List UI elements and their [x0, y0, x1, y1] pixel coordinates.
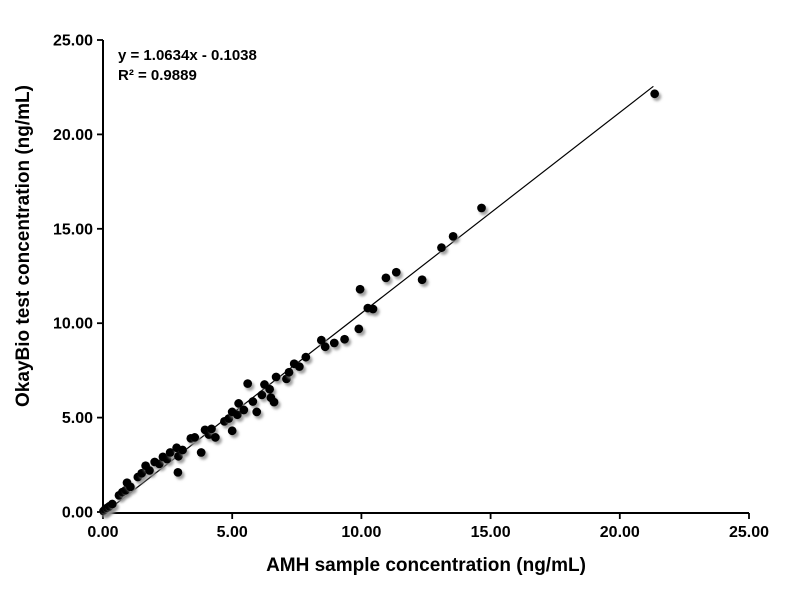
y-tick-label: 25.00 [53, 33, 93, 50]
y-tick-label: 15.00 [53, 221, 93, 238]
scatter-point [145, 466, 154, 475]
scatter-point [284, 367, 294, 377]
scatter-point [381, 273, 391, 283]
scatter-point [232, 410, 242, 420]
scatter-point [190, 433, 200, 442]
y-tick-label: 0.00 [62, 505, 93, 522]
x-axis-ticks: 0.00 5.00 10.00 15.00 20.00 25.00 [87, 513, 769, 541]
scatter-point [294, 362, 304, 372]
scatter-points [99, 89, 660, 516]
axes [102, 40, 749, 514]
scatter-point [301, 352, 311, 362]
scatter-point [477, 203, 486, 213]
scatter-point [196, 448, 206, 457]
scatter-point [354, 324, 364, 334]
y-tick-label: 5.00 [62, 410, 93, 427]
scatter-point [227, 426, 237, 436]
scatter-point [257, 390, 267, 400]
y-axis-title: OkayBio test concentration (ng/mL) [13, 85, 34, 407]
scatter-point [368, 304, 378, 314]
scatter-point [355, 284, 365, 294]
scatter-point [316, 335, 326, 345]
x-tick-label: 25.00 [729, 524, 769, 541]
scatter-point [165, 448, 175, 457]
scatter-point [650, 89, 660, 99]
scatter-point [173, 467, 183, 477]
x-tick-label: 20.00 [600, 524, 640, 541]
scatter-point [417, 275, 427, 285]
x-tick-label: 0.00 [87, 524, 118, 541]
scatter-point [252, 407, 262, 417]
scatter-point [329, 338, 339, 348]
y-tick-label: 20.00 [53, 127, 93, 144]
scatter-point [243, 379, 253, 389]
r-squared-value: R² = 0.9889 [118, 67, 197, 84]
scatter-point [174, 451, 183, 461]
scatter-point [125, 482, 135, 492]
scatter-point [137, 468, 147, 478]
scatter-point [107, 499, 117, 509]
scatter-point [162, 454, 172, 464]
scatter-point [271, 372, 281, 382]
x-axis-title: AMH sample concentration (ng/mL) [266, 555, 586, 576]
scatter-point [154, 459, 164, 469]
scatter-point [234, 399, 244, 408]
scatter-point [340, 334, 350, 344]
scatter-point [248, 397, 258, 406]
x-tick-label: 15.00 [471, 524, 511, 541]
scatter-point [239, 405, 249, 415]
scatter-point [320, 342, 330, 352]
scatter-point [207, 424, 216, 434]
scatter-point [178, 445, 187, 455]
x-tick-label: 10.00 [341, 524, 381, 541]
scatter-point [448, 231, 458, 241]
y-tick-label: 10.00 [53, 316, 93, 333]
scatter-point [391, 267, 401, 277]
scatter-point [437, 243, 446, 253]
scatter-point [282, 374, 291, 384]
scatter-point [211, 433, 220, 442]
scatter-point [224, 414, 234, 423]
scatter-point [269, 397, 279, 407]
y-axis-ticks: 0.00 5.00 10.00 15.00 20.00 25.00 [53, 33, 103, 522]
trendline-equation: y = 1.0634x - 0.1038 [118, 47, 257, 64]
x-tick-label: 5.00 [217, 524, 248, 541]
scatter-point [265, 384, 275, 394]
